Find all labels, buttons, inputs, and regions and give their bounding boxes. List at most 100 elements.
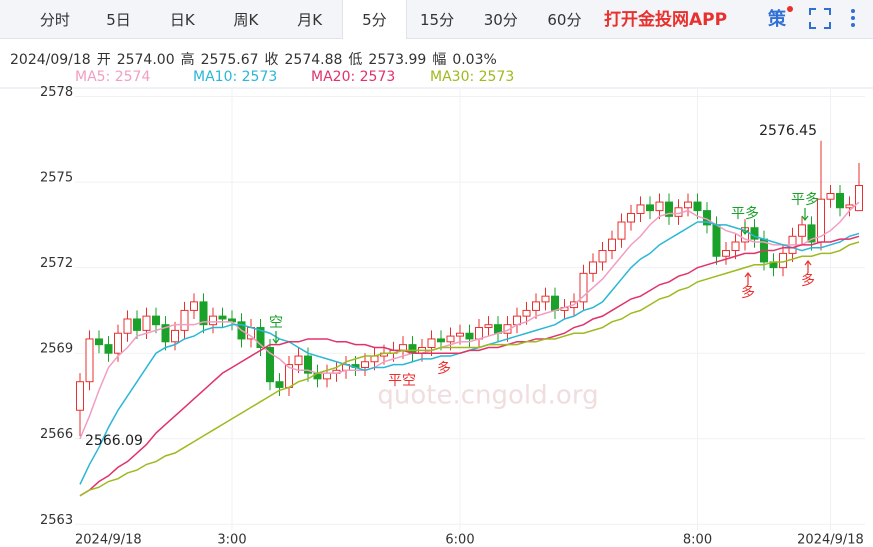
x-tick-label: 3:00 [217,533,246,547]
quote-date: 2024/09/18 [10,52,91,68]
candle-body [152,315,160,326]
candle-body [76,381,84,411]
legend-entry: MA10: 2573 [193,69,278,85]
signal-arrow [741,222,749,235]
app-link[interactable]: 打开金投网APP [604,10,728,30]
candle-body [722,250,730,257]
candle-body [275,381,284,388]
more-icon[interactable] [851,9,855,27]
candle-body [399,344,407,351]
signal-arrow [744,272,752,285]
candle-body [104,344,113,354]
legend-entry: MA30: 2573 [430,69,515,85]
candle-body [627,212,635,223]
candle-body [589,261,597,274]
tab[interactable]: 15分 [419,11,455,29]
tab[interactable]: 60分 [547,11,582,29]
candle-body [256,327,265,348]
legend-entry: MA5: 2574 [75,69,151,85]
candle-body [807,224,816,243]
candle-body [845,204,854,209]
tab[interactable]: 日K [169,11,195,29]
candle-body [522,309,531,317]
candle-body [731,241,740,252]
candle-body [361,361,369,368]
tab[interactable]: 5分 [341,0,408,39]
ma-line [79,235,860,497]
signal-arrow [804,260,812,273]
candle-body [655,201,664,212]
signal-label: 多 [741,284,755,301]
signal-label: 平多 [791,191,819,208]
candle-body [608,238,616,252]
candle-body [693,201,702,212]
quote-value: 2573.99 [368,52,427,68]
candle-body [532,301,540,311]
signal-label: 平空 [388,373,416,389]
tab[interactable]: 月K [297,11,323,29]
candle-body [665,201,673,217]
ma-line [79,241,860,497]
candle-body [95,338,103,346]
low-label: 2566.09 [85,433,143,449]
high-label: 2576.45 [759,123,817,139]
candle-body [427,338,436,348]
candle-body [855,185,863,212]
y-tick-label: 2572 [40,256,73,271]
signal-arrow [801,208,809,221]
strategy-button[interactable]: 策 [768,9,786,30]
quote-label: 低 [348,52,363,68]
candle-body [180,309,189,331]
signal-label: 多 [437,360,451,377]
candle-body [171,329,179,343]
candle-body [446,335,455,343]
toolbar: 打开金投网APP 策 分时 5日 日K 周K 月K 5分 15分 30分 60分 [0,0,873,39]
signal-label: 空 [269,315,283,331]
x-tick-label: 2024/9/18 [75,533,142,547]
badge [787,6,793,12]
candle-body [114,332,122,354]
legend-entry: MA20: 2573 [311,69,396,85]
tab[interactable]: 周K [233,11,259,29]
candle-body [541,295,550,303]
candle-body [798,224,806,237]
y-tick-label: 2566 [40,427,73,442]
tab[interactable]: 5日 [106,11,131,29]
candle-body [484,324,493,329]
candle-body [161,324,170,343]
candle-body [123,318,132,334]
candle-body [475,327,483,340]
y-tick-label: 2575 [40,171,73,186]
candle-body [209,315,217,326]
candle-body [437,338,445,343]
candle-body [266,346,274,383]
candle-body [456,332,464,337]
candle-body [712,224,721,257]
tab[interactable]: 30分 [483,11,518,29]
quote-value: 0.03% [452,52,497,68]
tab[interactable]: 分时 [39,11,70,29]
signal-arrow [272,331,280,344]
ma-line [79,201,860,440]
quote-value: 2575.67 [200,52,259,68]
candle-body [370,355,379,363]
signal-label: 多 [801,272,815,289]
fullscreen-icon[interactable] [809,8,831,29]
candle-body [636,204,645,214]
y-tick-label: 2578 [40,85,73,100]
candle-body [218,315,227,320]
candle-body [684,201,692,209]
quote-label: 收 [264,52,279,68]
quote-label: 开 [96,52,111,68]
quote-label: 高 [180,52,195,68]
quote-value: 2574.88 [284,52,343,68]
candle-body [304,355,312,374]
candle-body [142,315,151,331]
candle-body [294,355,303,366]
candle-body [836,193,844,209]
signal-label: 平多 [731,205,759,222]
candle-body [199,301,208,326]
candle-body [579,272,588,303]
